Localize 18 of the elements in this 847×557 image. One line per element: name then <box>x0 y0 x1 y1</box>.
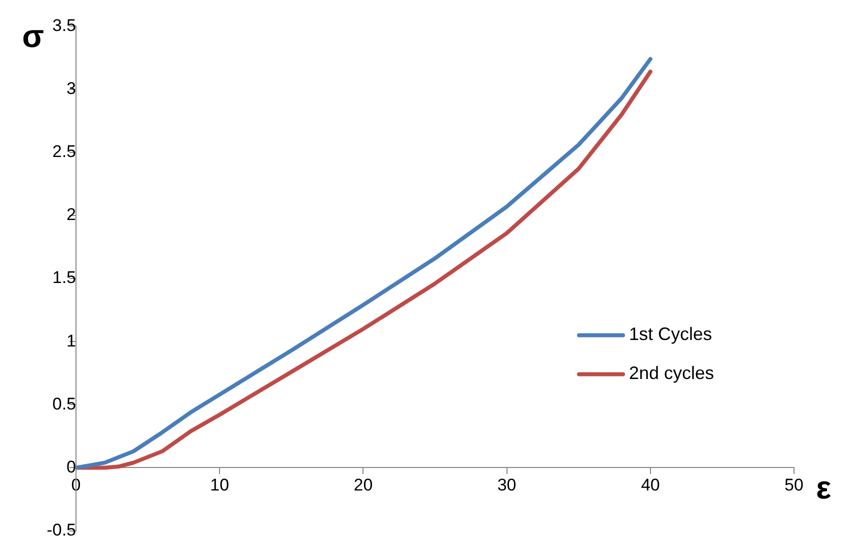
y-tick-label: -0.5 <box>46 520 76 540</box>
y-tick-label: 2 <box>66 205 76 224</box>
y-tick-label: 3.5 <box>52 16 76 35</box>
legend-label: 1st Cycles <box>629 324 712 344</box>
x-tick-label: 50 <box>784 476 804 495</box>
y-tick-label: 0 <box>66 457 76 476</box>
legend-label: 2nd cycles <box>629 363 714 384</box>
x-axis-title: ε <box>816 470 832 506</box>
y-axis-title: σ <box>22 18 44 54</box>
x-tick-label: 20 <box>354 476 373 495</box>
y-tick-label: 2.5 <box>52 142 76 162</box>
y-tick-label: 1 <box>66 331 76 350</box>
x-tick-label: 30 <box>497 476 516 495</box>
y-tick-label: 3 <box>66 78 76 98</box>
y-tick-label: 0.5 <box>52 394 76 414</box>
x-tick-label: 10 <box>210 476 230 495</box>
x-tick-label: 40 <box>640 476 660 495</box>
y-tick-label: 1.5 <box>52 268 76 288</box>
